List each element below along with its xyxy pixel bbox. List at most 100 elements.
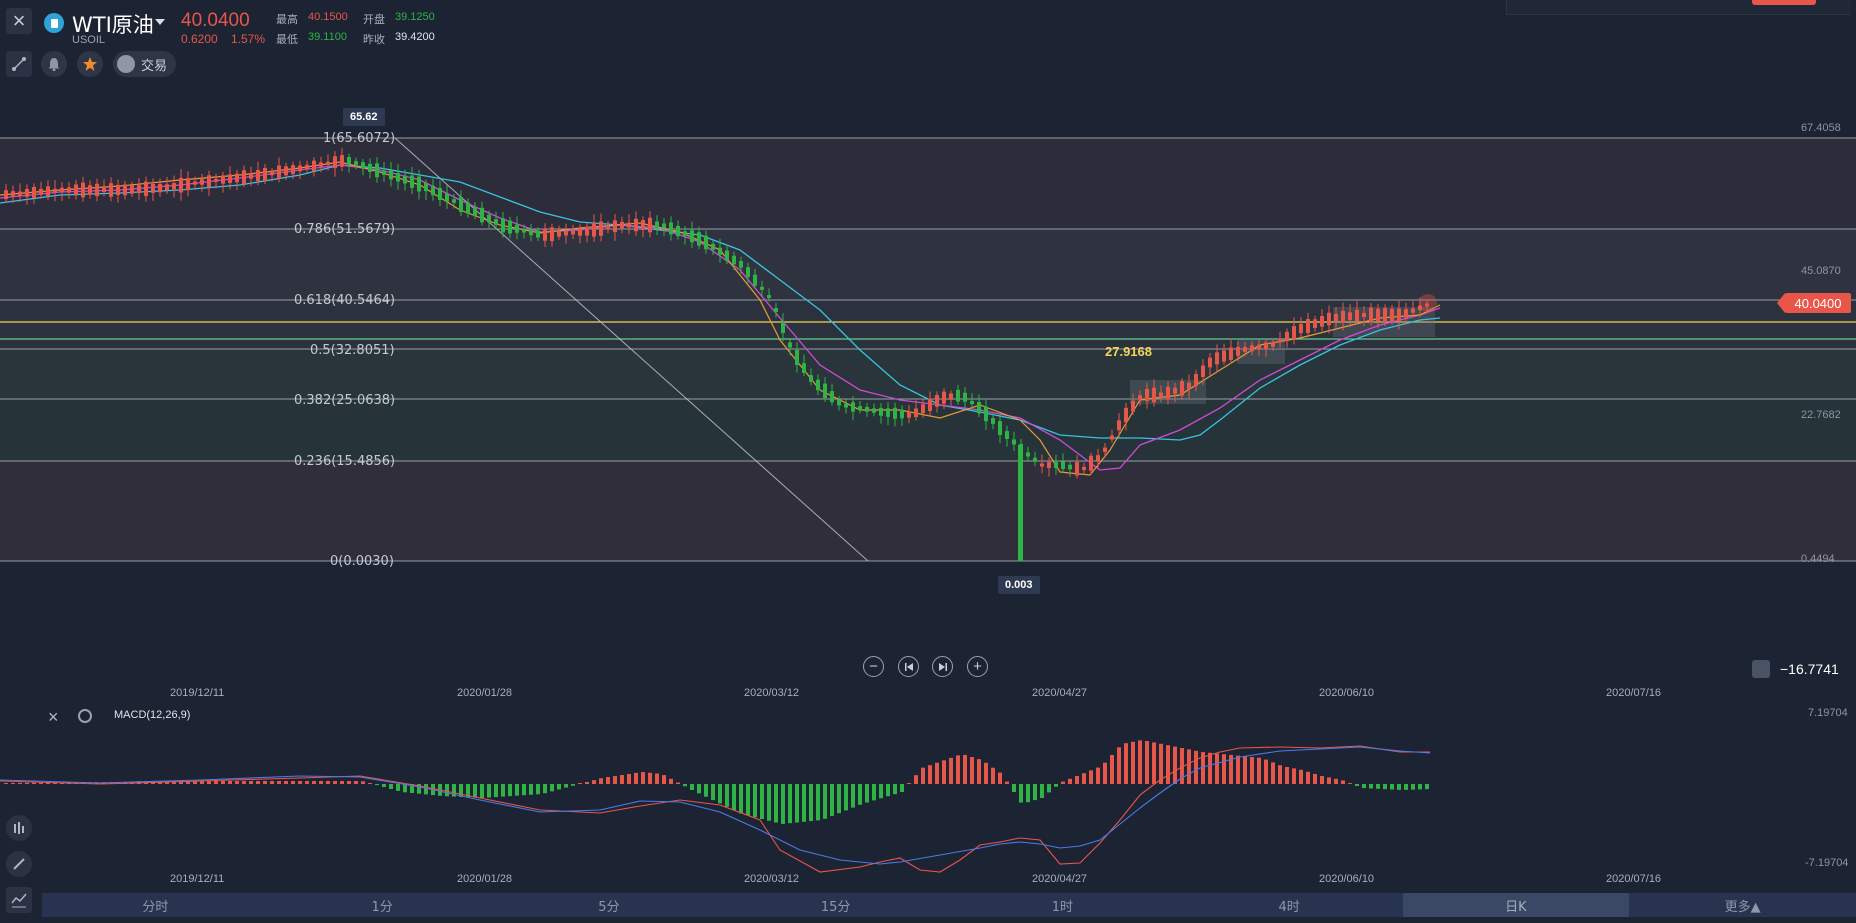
bell-icon[interactable]: [41, 51, 67, 77]
macd-bar: [788, 784, 792, 824]
symbol-name[interactable]: WTI原油: [72, 13, 154, 37]
macd-histogram[interactable]: [4, 740, 1429, 824]
tab-timeframe-1m[interactable]: 1分: [371, 899, 393, 915]
macd-bar: [767, 784, 771, 821]
gear-icon[interactable]: [78, 709, 92, 723]
x-tick: 2020/04/27: [1032, 687, 1088, 699]
fib-label: 0.618(40.5464): [294, 293, 396, 308]
last-price-tag: 40.0400: [1777, 293, 1851, 313]
candle: [956, 389, 960, 402]
top-right-button[interactable]: [1752, 0, 1816, 5]
macd-bar: [1341, 780, 1345, 784]
chevron-down-icon[interactable]: [155, 19, 165, 25]
tab-timeframe-1h[interactable]: 1时: [1051, 899, 1074, 915]
macd-bar: [389, 784, 393, 789]
pencil-icon[interactable]: [6, 851, 32, 877]
macd-bar: [515, 784, 519, 796]
macd-bar: [445, 784, 449, 797]
star-icon[interactable]: [77, 51, 103, 77]
macd-bar: [1159, 743, 1163, 784]
macd-bar: [760, 784, 764, 819]
macd-bar: [1040, 784, 1044, 798]
tab-timeframe-5m[interactable]: 5分: [598, 899, 620, 915]
candle: [1320, 316, 1324, 327]
macd-bar: [802, 784, 806, 822]
tab-timeframe-15m[interactable]: 15分: [820, 899, 851, 915]
close-icon[interactable]: ×: [6, 8, 32, 34]
alarm-tag[interactable]: −16.7741: [1752, 658, 1856, 680]
tab-timeframe-more[interactable]: 更多▲: [1724, 899, 1761, 915]
macd-bar: [1061, 781, 1065, 784]
trade-button[interactable]: 交易: [113, 51, 176, 77]
macd-bar: [1131, 741, 1135, 784]
macd-bar: [774, 784, 778, 823]
scroll-start-button[interactable]: [898, 656, 919, 677]
macd-bar: [1362, 784, 1366, 789]
macd-bar: [1180, 748, 1184, 784]
tab-timeframe-4h[interactable]: 4时: [1278, 899, 1300, 915]
scroll-end-button[interactable]: [932, 656, 953, 677]
candle: [1397, 308, 1401, 322]
candle: [193, 181, 197, 185]
close-icon[interactable]: ×: [48, 707, 59, 727]
candle: [1194, 373, 1198, 387]
candle: [1012, 439, 1016, 445]
candle: [508, 220, 512, 234]
macd-bar: [235, 781, 239, 784]
macd-bar: [858, 784, 862, 805]
candle: [256, 170, 260, 181]
macd-bar: [795, 784, 799, 823]
candle: [1271, 341, 1275, 347]
candle: [4, 190, 8, 200]
draw-tool-icon[interactable]: [6, 51, 32, 77]
tab-timeframe-daily[interactable]: 日K: [1402, 893, 1630, 917]
candle: [375, 163, 379, 178]
macd-bar: [893, 784, 897, 795]
macd-bar: [991, 767, 995, 784]
low-value: 39.1100: [308, 31, 347, 43]
macd-bar: [452, 784, 456, 797]
candle: [1047, 462, 1051, 468]
macd-bar: [1166, 745, 1170, 784]
zoom-out-button[interactable]: −: [863, 656, 884, 677]
tab-timeframe-fenshi[interactable]: 分时: [142, 899, 169, 915]
macd-bar: [319, 781, 323, 784]
zoom-in-button[interactable]: +: [967, 656, 988, 677]
macd-bar: [1047, 784, 1051, 793]
candle: [1348, 312, 1352, 321]
macd-bar: [1026, 784, 1030, 803]
macd-bar: [396, 784, 400, 791]
candle: [200, 179, 204, 185]
fib-label: 0.5(32.8051): [310, 343, 395, 358]
candle: [746, 267, 750, 277]
macd-bar: [942, 760, 946, 784]
candle: [1166, 386, 1170, 400]
candle: [893, 407, 897, 419]
macd-bar: [1313, 773, 1317, 784]
macd-bar: [410, 784, 414, 793]
candle: [970, 400, 974, 405]
candle: [1068, 464, 1072, 470]
candle: [1018, 445, 1023, 561]
candle: [760, 286, 764, 290]
macd-bar: [739, 784, 743, 814]
chart-type-icon[interactable]: [6, 887, 32, 913]
candle: [753, 274, 757, 286]
macd-bar: [1278, 765, 1282, 784]
candle: [669, 222, 673, 235]
candle: [165, 184, 169, 191]
indicator-tool-icon[interactable]: [6, 815, 32, 841]
macd-bar: [935, 762, 939, 784]
candle: [123, 184, 127, 196]
macd-bar: [1068, 778, 1072, 784]
x-tick: 2020/04/27: [1032, 873, 1088, 885]
candlestick-series[interactable]: [4, 148, 1429, 561]
candle: [984, 406, 988, 422]
macd-bar: [417, 784, 421, 794]
candle: [1005, 431, 1009, 439]
candle: [571, 231, 575, 235]
macd-bar: [270, 781, 274, 784]
candle: [81, 182, 85, 198]
range-box[interactable]: [1237, 340, 1285, 364]
